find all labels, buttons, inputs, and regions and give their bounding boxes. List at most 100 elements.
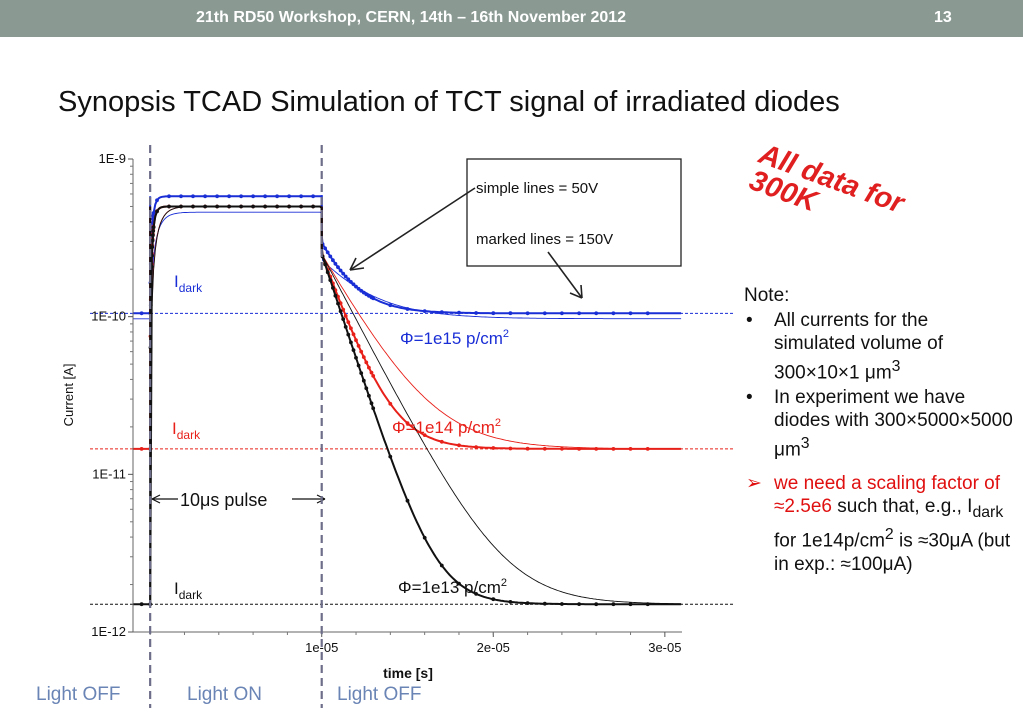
series-marker: [491, 597, 496, 602]
series-marker: [361, 378, 366, 383]
scaling-text: such that, e.g., I: [831, 495, 973, 517]
fluence-label-1e15: Φ=1e15 p/cm2: [400, 328, 509, 348]
fluence-text: Φ=1e13 p/cm: [398, 578, 501, 597]
x-tick-label: 1e-05: [305, 640, 338, 655]
legend-arrow-marked-head: [569, 284, 583, 299]
series-marker: [628, 447, 633, 451]
legend-box: [466, 158, 682, 267]
series-marker: [560, 602, 564, 606]
pulse-label-bg: [174, 488, 294, 510]
dark-label-1e15: Idark: [174, 272, 203, 295]
series-marker: [346, 320, 351, 324]
series-marker: [263, 204, 267, 209]
note-item-text: All currents for the simulated volume of…: [774, 310, 943, 384]
series-marker: [388, 303, 393, 308]
series-marker: [341, 271, 346, 276]
series-marker: [525, 311, 530, 316]
series-marker: [474, 445, 478, 449]
series-marker: [336, 301, 340, 306]
series-marker: [139, 311, 144, 316]
legend-arrow-simple: [349, 187, 476, 271]
series-marker: [369, 401, 374, 406]
series-marker: [388, 454, 393, 459]
series-marker: [338, 309, 343, 314]
series-marker: [369, 370, 374, 375]
series-marker: [341, 317, 346, 321]
legend-arrow-simple-head: [349, 257, 365, 271]
note-item: • All currents for the simulated volume …: [744, 309, 1014, 384]
dark-label-1e14: Idark: [172, 419, 201, 442]
series-marker: [359, 371, 364, 375]
y-axis-label: Current [A]: [61, 364, 76, 427]
fluence-label-1e14: Φ=1e14 p/cm2: [392, 417, 501, 437]
note-item-text: In experiment we have diodes with 300×50…: [774, 387, 1013, 461]
series-marker: [354, 355, 358, 360]
series-marker: [594, 311, 599, 316]
series-marker: [346, 277, 351, 282]
series-marker: [628, 311, 633, 316]
series-marker: [338, 268, 343, 273]
series-marker: [323, 246, 327, 251]
scaling-text-2: for 1e14p/cm: [774, 530, 885, 552]
legend-arrow-marked: [547, 251, 583, 299]
pulse-edge-layer: [149, 145, 323, 708]
series-marker: [139, 602, 144, 607]
series-marker: [328, 254, 333, 259]
series-marker: [356, 286, 361, 291]
series-marker: [331, 258, 335, 263]
series-marker: [367, 365, 371, 370]
header-event: 21th RD50 Workshop, CERN, 14th – 16th No…: [196, 9, 627, 26]
series-marker: [508, 446, 513, 451]
fluence-label-1e13: Φ=1e13 p/cm2: [398, 577, 507, 597]
series-marker: [343, 314, 348, 318]
series-marker: [351, 332, 356, 337]
series-marker: [325, 270, 330, 275]
series-marker: [151, 229, 156, 233]
series-marker: [354, 338, 358, 343]
y-tick-label: 1E-10: [91, 309, 126, 324]
fluence-text: Φ=1e14 p/cm: [392, 418, 495, 437]
series-marker: [594, 602, 599, 607]
series-marker: [367, 393, 371, 398]
fluence-sup: 2: [495, 417, 501, 429]
series-marker: [525, 601, 530, 605]
series-marker: [457, 443, 461, 448]
series-marker: [251, 204, 256, 209]
series-marker: [311, 194, 315, 199]
series-marker: [577, 311, 581, 316]
series-marker: [594, 447, 599, 451]
series-marker: [331, 286, 335, 290]
series-marker: [323, 262, 327, 267]
series-marker: [388, 401, 393, 406]
overlay-layer: simple lines = 50V marked lines = 150V I…: [61, 158, 682, 681]
x-tick-label: 2e-05: [477, 640, 510, 655]
dark-label-main: I: [174, 272, 179, 291]
series-marker: [150, 245, 155, 250]
series-marker: [371, 296, 376, 301]
series-marker: [560, 311, 564, 316]
note-panel: Note: • All currents for the simulated v…: [744, 284, 1014, 576]
series-marker: [349, 326, 353, 331]
series-marker: [405, 498, 410, 503]
series-marker: [645, 311, 650, 316]
note-item-sup: 3: [891, 358, 901, 375]
series-marker: [191, 204, 195, 209]
y-tick-label: 1E-9: [99, 151, 126, 166]
dark-label-main: I: [172, 419, 177, 438]
series-marker: [215, 194, 220, 199]
series-marker: [351, 348, 356, 352]
bullet-icon: •: [746, 310, 753, 331]
series-marker: [325, 250, 330, 255]
series-marker: [611, 311, 616, 316]
dark-label-sub: dark: [179, 588, 203, 602]
series-marker: [611, 602, 616, 607]
light-off-label-before: Light OFF: [36, 684, 121, 705]
bullet-icon: •: [746, 387, 753, 409]
series-marker: [542, 446, 547, 451]
series-marker: [343, 274, 348, 279]
series-marker: [645, 602, 650, 607]
series-marker: [349, 280, 353, 284]
series-marker: [179, 204, 183, 209]
series-marker: [611, 447, 616, 451]
series-marker: [150, 238, 155, 243]
